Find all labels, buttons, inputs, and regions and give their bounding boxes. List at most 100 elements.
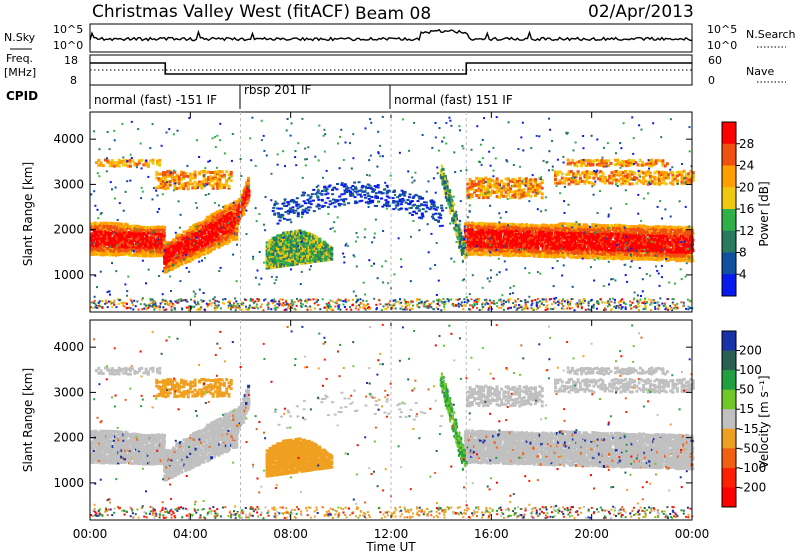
power-cell xyxy=(425,202,428,204)
power-cell xyxy=(419,196,422,198)
power-cell xyxy=(548,245,551,248)
power-cell xyxy=(324,202,327,204)
power-cell xyxy=(299,229,302,232)
power-cell xyxy=(676,179,679,182)
power-cell xyxy=(507,183,510,186)
power-cell xyxy=(661,159,664,162)
power-cell xyxy=(361,185,364,187)
noise-left-tick-top: 10^5 xyxy=(53,23,83,36)
power-cell xyxy=(562,222,565,225)
power-cell xyxy=(330,252,333,255)
power-cell xyxy=(321,194,324,196)
power-cell xyxy=(382,192,385,194)
power-cell xyxy=(285,205,288,207)
power-cell xyxy=(683,170,686,173)
power-cell xyxy=(345,189,348,191)
power-cell xyxy=(187,187,190,190)
power-cell xyxy=(194,174,197,177)
power-cell xyxy=(421,198,424,200)
power-cell xyxy=(579,177,582,180)
power-cell xyxy=(147,162,150,165)
power-cell xyxy=(344,191,347,193)
power-cell xyxy=(635,182,638,185)
power-cell xyxy=(277,223,280,225)
power-cell xyxy=(412,205,415,207)
power-cell xyxy=(286,201,289,203)
power-cell xyxy=(368,198,371,200)
power-cell xyxy=(225,182,228,185)
power-cell xyxy=(329,200,332,202)
power-cell xyxy=(576,164,579,167)
power-cell xyxy=(223,174,226,177)
power-cell xyxy=(330,258,333,261)
power-cell xyxy=(649,172,652,175)
power-cell xyxy=(231,235,234,238)
power-cell xyxy=(430,206,433,208)
power-cell xyxy=(328,186,331,188)
power-cell xyxy=(594,229,597,232)
power-cell xyxy=(375,192,378,194)
power-cell xyxy=(432,218,435,220)
power-cell xyxy=(567,159,570,162)
cpid-segment-0: normal (fast) -151 IF xyxy=(94,93,217,107)
power-cell xyxy=(471,221,474,224)
power-cell xyxy=(177,264,180,267)
power-cell xyxy=(247,182,250,185)
power-cell xyxy=(541,192,544,195)
power-cell xyxy=(158,162,161,165)
power-cell xyxy=(230,171,233,174)
power-cell xyxy=(377,184,380,186)
noise-right-tick-bottom: 10^0 xyxy=(707,39,737,52)
power-cell xyxy=(436,207,439,209)
power-cell xyxy=(388,205,391,207)
nave-tick-top: 60 xyxy=(708,54,722,67)
power-cell xyxy=(302,192,305,194)
power-cell xyxy=(473,180,476,183)
power-cell xyxy=(406,199,409,201)
power-cell xyxy=(158,159,161,162)
power-cell xyxy=(210,248,213,251)
power-cell xyxy=(467,221,470,224)
power-cell xyxy=(314,193,317,195)
power-cell xyxy=(230,179,233,182)
power-cell xyxy=(312,189,315,191)
power-cell xyxy=(301,205,304,207)
power-cell xyxy=(360,200,363,202)
power-cell xyxy=(438,213,441,215)
noise-panel: N.Sky 10^5 10^0 10^5 10^0 N.Search xyxy=(4,23,796,52)
power-cell xyxy=(307,194,310,196)
power-cell xyxy=(564,253,567,256)
nave-tick-bottom: 0 xyxy=(708,74,715,87)
power-cell xyxy=(109,249,112,252)
power-cell xyxy=(530,195,533,198)
power-cell xyxy=(325,190,328,192)
power-cell xyxy=(671,183,674,186)
power-cell xyxy=(604,176,607,179)
power-cell xyxy=(400,208,403,210)
power-cell xyxy=(93,253,96,256)
power-cell xyxy=(185,172,188,175)
power-cell xyxy=(338,196,341,198)
power-cell xyxy=(306,199,309,201)
power-cell xyxy=(307,209,310,211)
power-cell xyxy=(173,184,176,187)
power-cell xyxy=(563,227,566,230)
power-cell xyxy=(351,189,354,191)
power-cell xyxy=(296,197,299,199)
power-cell xyxy=(665,182,668,185)
power-cell xyxy=(418,217,421,219)
power-cell xyxy=(610,162,613,165)
power-cell xyxy=(129,165,132,168)
power-cell xyxy=(97,159,100,162)
power-cell xyxy=(496,177,499,180)
power-cell xyxy=(541,187,544,190)
power-cell xyxy=(304,202,307,204)
power-cell xyxy=(563,256,566,259)
power-cell xyxy=(429,208,432,210)
power-cell xyxy=(435,209,438,211)
power-cell xyxy=(329,203,332,205)
power-cell xyxy=(641,229,644,232)
power-cell xyxy=(326,188,329,190)
